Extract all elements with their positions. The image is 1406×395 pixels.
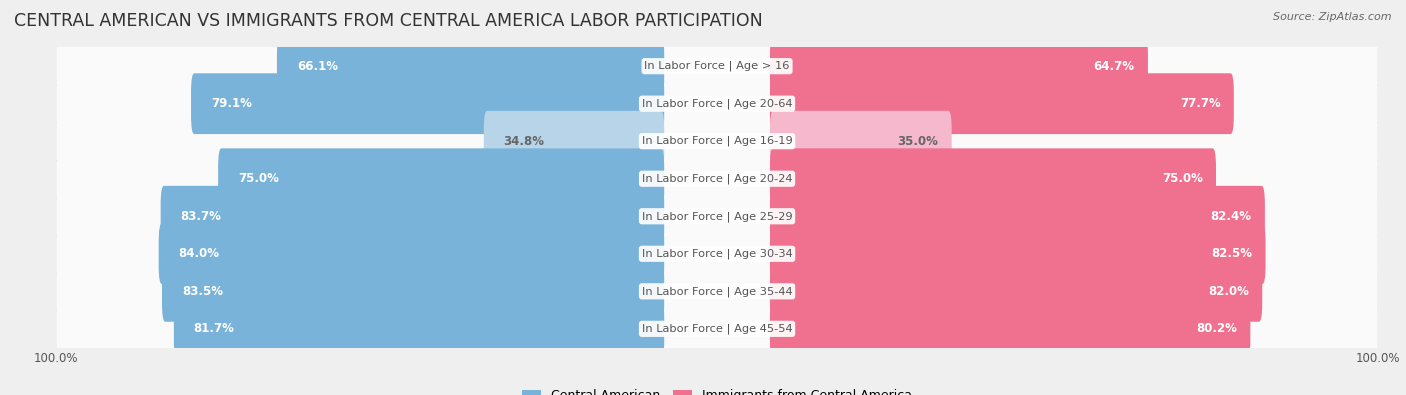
Text: 75.0%: 75.0% — [1161, 172, 1202, 185]
FancyBboxPatch shape — [56, 295, 1378, 362]
Text: 84.0%: 84.0% — [179, 247, 219, 260]
FancyBboxPatch shape — [770, 73, 1234, 134]
Text: 82.4%: 82.4% — [1211, 210, 1251, 223]
FancyBboxPatch shape — [770, 36, 1147, 96]
FancyBboxPatch shape — [56, 108, 1378, 175]
FancyBboxPatch shape — [770, 186, 1265, 246]
Legend: Central American, Immigrants from Central America: Central American, Immigrants from Centra… — [517, 384, 917, 395]
Text: In Labor Force | Age 35-44: In Labor Force | Age 35-44 — [641, 286, 793, 297]
Text: Source: ZipAtlas.com: Source: ZipAtlas.com — [1274, 12, 1392, 22]
Text: In Labor Force | Age 25-29: In Labor Force | Age 25-29 — [641, 211, 793, 222]
Text: 75.0%: 75.0% — [238, 172, 278, 185]
FancyBboxPatch shape — [191, 73, 664, 134]
FancyBboxPatch shape — [174, 299, 664, 359]
Text: 34.8%: 34.8% — [503, 135, 544, 148]
FancyBboxPatch shape — [770, 111, 952, 171]
FancyBboxPatch shape — [56, 33, 1378, 100]
FancyBboxPatch shape — [56, 220, 1378, 287]
Text: In Labor Force | Age 20-64: In Labor Force | Age 20-64 — [641, 98, 793, 109]
FancyBboxPatch shape — [277, 36, 664, 96]
Text: 79.1%: 79.1% — [211, 97, 252, 110]
Text: In Labor Force | Age 30-34: In Labor Force | Age 30-34 — [641, 248, 793, 259]
FancyBboxPatch shape — [770, 224, 1265, 284]
Text: In Labor Force | Age > 16: In Labor Force | Age > 16 — [644, 61, 790, 71]
FancyBboxPatch shape — [56, 145, 1378, 212]
FancyBboxPatch shape — [484, 111, 664, 171]
Text: 77.7%: 77.7% — [1180, 97, 1220, 110]
Text: 80.2%: 80.2% — [1197, 322, 1237, 335]
Text: 66.1%: 66.1% — [297, 60, 337, 73]
FancyBboxPatch shape — [56, 183, 1378, 250]
Text: CENTRAL AMERICAN VS IMMIGRANTS FROM CENTRAL AMERICA LABOR PARTICIPATION: CENTRAL AMERICAN VS IMMIGRANTS FROM CENT… — [14, 12, 763, 30]
Text: In Labor Force | Age 20-24: In Labor Force | Age 20-24 — [641, 173, 793, 184]
Text: In Labor Force | Age 45-54: In Labor Force | Age 45-54 — [641, 324, 793, 334]
Text: 82.0%: 82.0% — [1208, 285, 1249, 298]
Text: 35.0%: 35.0% — [897, 135, 938, 148]
FancyBboxPatch shape — [770, 149, 1216, 209]
Text: 82.5%: 82.5% — [1212, 247, 1253, 260]
FancyBboxPatch shape — [56, 258, 1378, 325]
Text: 81.7%: 81.7% — [194, 322, 235, 335]
FancyBboxPatch shape — [160, 186, 664, 246]
Text: 83.5%: 83.5% — [181, 285, 222, 298]
FancyBboxPatch shape — [218, 149, 664, 209]
FancyBboxPatch shape — [770, 261, 1263, 322]
FancyBboxPatch shape — [770, 299, 1250, 359]
FancyBboxPatch shape — [56, 70, 1378, 137]
Text: In Labor Force | Age 16-19: In Labor Force | Age 16-19 — [641, 136, 793, 147]
FancyBboxPatch shape — [159, 224, 664, 284]
Text: 83.7%: 83.7% — [180, 210, 221, 223]
Text: 64.7%: 64.7% — [1094, 60, 1135, 73]
FancyBboxPatch shape — [162, 261, 664, 322]
